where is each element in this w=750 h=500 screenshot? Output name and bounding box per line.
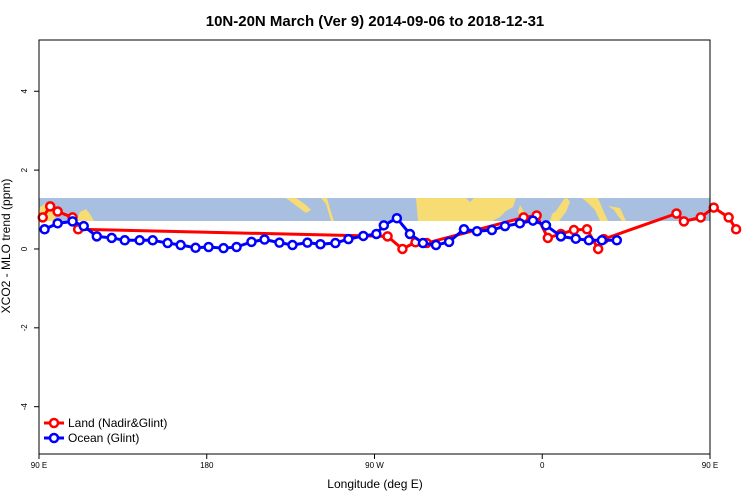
map-land-4 [321,198,334,221]
x-tick-label: 180 [200,461,214,470]
ocean-point [443,236,455,248]
x-tick-label: 90 E [702,461,718,470]
ocean-point [231,241,242,253]
y-tick-label: 2 [20,167,29,172]
ocean-point [315,238,326,250]
y-tick-label: -4 [20,403,29,411]
ocean-point [391,212,403,224]
ocean-point [134,235,145,246]
ocean-point [458,224,470,235]
land-legend-label: Land (Nadir&Glint) [68,416,167,430]
y-tick-label: -2 [20,324,29,332]
ocean-point [218,242,229,254]
ocean-point [147,235,158,246]
ocean-point [203,241,214,253]
ocean-point [246,236,257,248]
world-map-band [39,198,710,221]
ocean-point [514,218,526,229]
ocean-point [52,218,63,229]
y-axis: -4 -2 0 2 4 [20,88,39,410]
ocean-point [358,230,369,242]
ocean-point [175,239,186,251]
x-tick-label: 90 W [365,461,384,470]
land-legend-marker [48,417,60,429]
x-tick-label: 0 [540,461,545,470]
x-axis-label: Longitude (deg E) [327,477,422,491]
map-land-2 [76,209,94,221]
ocean-point [378,220,390,231]
map-land-9 [608,206,626,221]
ocean-point [162,237,173,249]
land-point [592,243,604,255]
ocean-series [39,212,623,254]
ocean-legend-marker [48,432,60,444]
ocean-point [39,224,50,235]
ocean-point [274,237,285,248]
ocean-point [596,235,608,246]
ocean-point [343,233,354,245]
legend: Land (Nadir&Glint)Ocean (Glint) [44,416,167,445]
land-point [52,206,63,217]
land-point [723,212,734,223]
map-land-7 [550,198,570,221]
x-tick-label: 90 E [31,461,47,470]
land-point [581,224,593,235]
map-land-8 [582,198,608,221]
ocean-point [91,231,103,242]
ocean-point [330,237,341,249]
ocean-point [486,224,498,236]
land-point [708,202,719,213]
ocean-point [611,235,623,246]
ocean-point [417,237,429,249]
land-point [678,216,690,227]
ocean-point [555,231,567,242]
y-tick-label: 4 [20,88,29,93]
ocean-point [371,228,382,240]
land-point [397,243,408,255]
land-point [542,232,554,244]
land-point [44,201,56,212]
chart-title: 10N-20N March (Ver 9) 2014-09-06 to 2018… [206,13,545,30]
y-axis-label: XCO2 - MLO trend (ppm) [0,179,13,314]
ocean-point [430,239,442,251]
ocean-point [404,228,416,240]
ocean-point [78,220,89,232]
ocean-point [67,216,78,227]
ocean-point [527,215,539,226]
land-point [695,212,706,223]
map-land-5 [416,198,516,221]
ocean-point [119,235,130,246]
land-point [37,212,48,223]
series-layer [37,201,742,255]
land-point [671,208,682,219]
ocean-point [540,220,552,231]
y-tick-label: 0 [20,246,29,251]
ocean-point [106,232,117,244]
land-point [730,224,742,235]
land-point [382,231,393,242]
map-land-3 [286,198,311,213]
ocean-point [583,235,595,246]
ocean-point [302,237,313,248]
ocean-point [471,225,483,237]
plot-frame [38,39,711,455]
ocean-point [259,234,270,245]
map-ocean [39,198,710,221]
land-point [568,224,580,236]
ocean-legend-label: Ocean (Glint) [68,431,139,445]
ocean-point [190,242,201,254]
ocean-point [287,239,298,251]
ocean-point [499,220,511,232]
ocean-point [570,233,582,244]
